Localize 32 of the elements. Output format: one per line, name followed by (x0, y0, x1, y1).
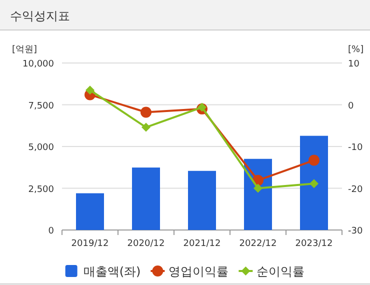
bar (132, 168, 160, 230)
x-tick-label: 2022/12 (239, 239, 277, 249)
y2-tick-label: -10 (348, 143, 363, 153)
x-tick-label: 2023/12 (295, 239, 333, 249)
x-tick-label: 2019/12 (71, 239, 109, 249)
y2-tick-label: -30 (348, 226, 363, 236)
point (308, 154, 320, 166)
bar (300, 136, 328, 230)
y-tick-label: 7,500 (28, 101, 54, 112)
bar (76, 193, 104, 230)
y-tick-label: 0 (48, 226, 54, 236)
point (140, 106, 152, 118)
y-tick-label: 2,500 (28, 184, 54, 195)
point (254, 184, 262, 193)
legend-label: 매출액(좌) (83, 264, 141, 278)
point (142, 122, 150, 132)
y2-tick-label: 0 (348, 101, 354, 112)
y2-tick-label: -20 (348, 184, 363, 195)
legend-label: 순이익률 (256, 264, 305, 278)
x-tick-label: 2020/12 (127, 239, 165, 249)
point (310, 179, 318, 188)
point (86, 86, 94, 95)
legend-label: 영업이익률 (168, 264, 229, 278)
y-tick-label: 5,000 (28, 143, 54, 153)
chart-title: 수익성지표 (10, 9, 70, 23)
bar (188, 170, 216, 230)
y-tick-label: 10,000 (22, 60, 54, 70)
point (198, 102, 206, 112)
x-tick-label: 2021/12 (183, 239, 221, 249)
y2-tick-label: 10 (348, 60, 360, 70)
y-axis-title: [억원] (12, 45, 38, 55)
y2-axis-title: [%] (348, 45, 364, 55)
